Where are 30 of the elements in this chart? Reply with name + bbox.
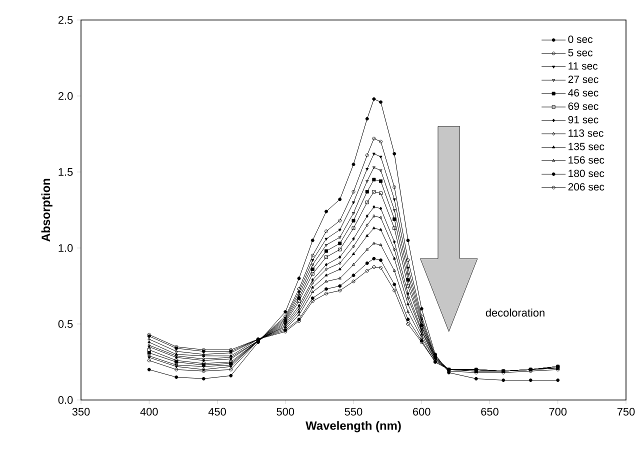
y-tick-label: 2.5 [58, 16, 73, 24]
x-tick-label: 550 [344, 408, 362, 416]
y-tick-label: 0.0 [58, 396, 73, 404]
x-tick-label: 500 [276, 408, 294, 416]
x-tick-label: 600 [413, 408, 430, 416]
legend-label: 206 sec [568, 183, 604, 191]
y-tick-label: 2.0 [58, 92, 73, 100]
x-axis-title: Wavelength (nm) [306, 421, 401, 432]
x-tick-label: 750 [617, 408, 635, 416]
legend-label: 135 sec [568, 142, 604, 150]
y-tick-label: 0.5 [58, 320, 73, 328]
x-tick-label: 350 [72, 408, 90, 416]
x-tick-label: 700 [549, 408, 567, 416]
legend-label: 91 sec [568, 116, 598, 124]
x-tick-label: 450 [208, 408, 226, 416]
y-tick-label: 1.5 [58, 168, 73, 176]
legend-label: 27 sec [568, 76, 598, 84]
y-axis-title: Absorption [41, 178, 52, 242]
legend-label: 11 sec [568, 62, 598, 70]
legend-label: 180 sec [568, 170, 604, 178]
y-tick-label: 1.0 [58, 244, 73, 252]
annotation: decoloration [486, 308, 544, 317]
x-tick-label: 400 [140, 408, 158, 416]
legend-label: 69 sec [568, 102, 598, 110]
x-tick-label: 650 [481, 408, 498, 416]
legend-label: 156 sec [568, 156, 604, 164]
legend-label: 5 sec [568, 49, 593, 56]
legend-label: 113 sec [568, 129, 604, 137]
legend-label: 0 sec [568, 36, 593, 43]
legend-label: 46 sec [568, 89, 598, 97]
